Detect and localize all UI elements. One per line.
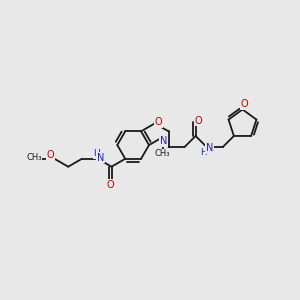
Text: O: O [107, 180, 114, 190]
Text: N: N [97, 153, 104, 163]
Text: N: N [160, 136, 167, 146]
Text: H: H [200, 148, 207, 157]
Text: O: O [155, 117, 163, 128]
Text: CH₃: CH₃ [155, 149, 170, 158]
Text: O: O [195, 116, 203, 125]
Text: N: N [206, 143, 214, 153]
Text: H: H [93, 149, 100, 158]
Text: O: O [241, 100, 248, 110]
Text: CH₃: CH₃ [26, 153, 42, 162]
Text: O: O [47, 150, 54, 160]
